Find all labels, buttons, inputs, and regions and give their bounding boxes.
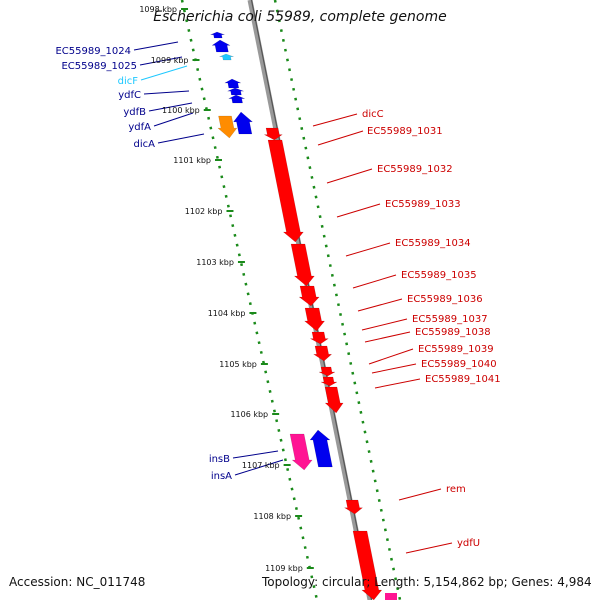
edge-mobile-element-glyph bbox=[385, 593, 397, 600]
left-gene-label-leader bbox=[139, 56, 183, 66]
gene-ec55989-1037-glyph bbox=[318, 366, 336, 377]
left-gene-label: ydfB bbox=[123, 107, 146, 118]
right-gene-label: EC55989_1032 bbox=[377, 164, 453, 175]
right-gene-label: EC55989_1034 bbox=[395, 238, 471, 249]
right-gene-label-leader bbox=[368, 348, 414, 365]
kbp-tick-label: 1101 kbp bbox=[173, 156, 211, 165]
kbp-tick-label: 1109 kbp bbox=[265, 564, 303, 573]
left-gene-label: dicF bbox=[118, 76, 139, 87]
label-leader-lines bbox=[133, 41, 453, 554]
right-gene-label: EC55989_1040 bbox=[421, 359, 497, 370]
labels: 1098 kbp 1099 kbp 1100 kbp 1101 kbp 1102 kbp… bbox=[55, 5, 500, 573]
insb-glyph bbox=[289, 433, 313, 471]
right-gene-label-leader bbox=[364, 331, 411, 343]
right-gene-label-leader bbox=[312, 113, 358, 127]
dica-glyph bbox=[217, 115, 238, 139]
left-gene-label: EC55989_1024 bbox=[55, 46, 131, 57]
rem-glyph bbox=[343, 499, 364, 515]
left-gene-label-leader bbox=[153, 112, 194, 127]
kbp-tick-label: 1098 kbp bbox=[139, 5, 177, 14]
ydfu-glyph bbox=[352, 530, 383, 600]
gene-ec55989-1036-glyph bbox=[312, 345, 333, 362]
left-gene-label-leader bbox=[133, 41, 179, 51]
kbp-tick-label: 1104 kbp bbox=[208, 309, 246, 318]
right-gene-label-leader bbox=[398, 488, 442, 501]
kbp-tick-label: 1107 kbp bbox=[242, 461, 280, 470]
genome-summary-text: Topology: circular; Length: 5,154,862 bp… bbox=[262, 575, 592, 589]
right-gene-label-leader bbox=[345, 242, 391, 257]
right-gene-label-leader bbox=[317, 130, 364, 146]
right-gene-label-leader bbox=[326, 168, 373, 184]
left-gene-label-leader bbox=[143, 90, 190, 95]
map-title: Escherichia coli 55989, complete genome bbox=[153, 9, 447, 25]
right-gene-label-leader bbox=[374, 378, 421, 389]
gene-ec55989-1032-glyph bbox=[290, 243, 315, 287]
left-gene-label: EC55989_1025 bbox=[61, 61, 137, 72]
right-gene-label-leader bbox=[352, 274, 397, 289]
right-gene-label: EC55989_1041 bbox=[425, 374, 501, 385]
right-gene-label: EC55989_1039 bbox=[418, 344, 494, 355]
accession-text: Accession: NC_011748 bbox=[9, 575, 146, 589]
right-guide-track bbox=[273, 0, 402, 600]
dica-partner-glyph bbox=[232, 111, 254, 135]
gene-ec55989-1039-glyph bbox=[324, 386, 344, 414]
track-guides bbox=[180, 0, 402, 600]
right-gene-label: EC55989_1036 bbox=[407, 294, 483, 305]
right-gene-label-leader bbox=[405, 542, 453, 554]
right-gene-label: EC55989_1038 bbox=[415, 327, 491, 338]
kbp-tick-label: 1099 kbp bbox=[151, 56, 189, 65]
gene-ec55989-1031-glyph bbox=[267, 139, 304, 243]
left-gene-label-leader bbox=[148, 102, 193, 112]
right-gene-label: rem bbox=[446, 484, 466, 495]
ydfb-glyph bbox=[227, 87, 244, 96]
kbp-tick-label: 1106 kbp bbox=[230, 410, 268, 419]
right-gene-label-leader bbox=[336, 203, 381, 218]
left-gene-label-leader bbox=[232, 450, 279, 459]
left-guide-track bbox=[180, 0, 319, 600]
kbp-tick-label: 1108 kbp bbox=[253, 512, 291, 521]
dicf-glyph bbox=[219, 53, 234, 61]
left-gene-label: ydfA bbox=[128, 122, 151, 133]
gene-ec55989-1024-glyph bbox=[210, 31, 225, 39]
gene-features bbox=[210, 31, 397, 600]
left-gene-label: insB bbox=[209, 454, 230, 465]
right-gene-label-leader bbox=[371, 363, 417, 374]
right-gene-label: ydfU bbox=[457, 538, 480, 549]
left-gene-label: ydfC bbox=[118, 90, 141, 101]
left-gene-label: insA bbox=[211, 471, 232, 482]
right-gene-label: EC55989_1033 bbox=[385, 199, 461, 210]
kbp-tick-label: 1105 kbp bbox=[219, 360, 257, 369]
ydfc-glyph bbox=[223, 78, 241, 89]
left-gene-label-leader bbox=[234, 459, 284, 476]
gene-ec55989-1025-glyph bbox=[211, 39, 231, 53]
kbp-tick-label: 1100 kbp bbox=[162, 106, 200, 115]
kbp-tick-label: 1103 kbp bbox=[196, 258, 234, 267]
left-gene-label: dicA bbox=[134, 139, 156, 150]
left-gene-label-leader bbox=[157, 133, 205, 144]
insa-glyph bbox=[309, 429, 333, 468]
right-gene-label: EC55989_1035 bbox=[401, 270, 477, 281]
left-gene-label-leader bbox=[140, 65, 188, 81]
gene-ec55989-1034-glyph bbox=[303, 307, 326, 332]
gene-ec55989-1038-glyph bbox=[320, 376, 338, 387]
right-gene-label-leader bbox=[357, 298, 403, 312]
dicc-glyph bbox=[264, 127, 284, 141]
gene-ec55989-1035-glyph bbox=[310, 331, 330, 345]
right-gene-label: EC55989_1037 bbox=[412, 314, 488, 325]
right-gene-label: dicC bbox=[362, 109, 384, 120]
right-gene-label-leader bbox=[361, 318, 408, 331]
right-gene-label: EC55989_1031 bbox=[367, 126, 443, 137]
kbp-tick-label: 1102 kbp bbox=[185, 207, 223, 216]
ydfa-glyph bbox=[228, 94, 245, 104]
gene-ec55989-1033-glyph bbox=[298, 285, 320, 307]
